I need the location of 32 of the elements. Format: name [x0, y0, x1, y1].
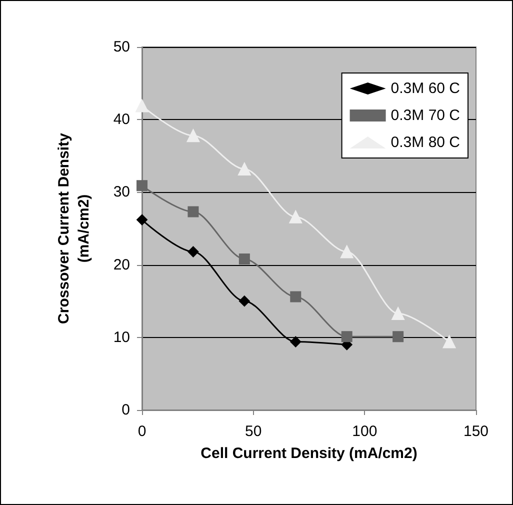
y-tick-label: 30 [113, 184, 130, 201]
point [238, 162, 251, 176]
point [289, 210, 302, 224]
point [136, 214, 148, 226]
point [188, 206, 199, 218]
point [392, 306, 405, 320]
legend-label: 0.3M 70 C [390, 107, 460, 124]
y-tick-label: 50 [113, 38, 130, 56]
x-axis-title: Cell Current Density (mA/cm2) [200, 445, 418, 462]
point [290, 291, 302, 302]
x-tick-label: 150 [463, 423, 489, 440]
y-tick-label: 10 [113, 328, 130, 346]
y-tick-label: 20 [113, 256, 130, 274]
point [340, 245, 354, 258]
x-tick-label: 0 [138, 423, 146, 440]
legend-label: 0.3M 60 C [390, 80, 460, 97]
point [341, 331, 352, 342]
point [392, 331, 404, 342]
x-tick-label: 50 [244, 423, 262, 440]
x-tick-label: 100 [352, 423, 378, 440]
point [188, 246, 199, 258]
legend-label: 0.3M 80 C [390, 134, 460, 151]
point [290, 336, 302, 348]
point [136, 180, 148, 192]
point [136, 99, 148, 112]
y-axis-title: Crossover Current Density (mA/cm2) [56, 132, 92, 324]
point [186, 129, 200, 142]
point [238, 253, 250, 264]
y-tick-label: 0 [122, 402, 130, 418]
y-tick-label: 40 [113, 111, 130, 128]
point [442, 335, 456, 348]
point [238, 296, 250, 307]
